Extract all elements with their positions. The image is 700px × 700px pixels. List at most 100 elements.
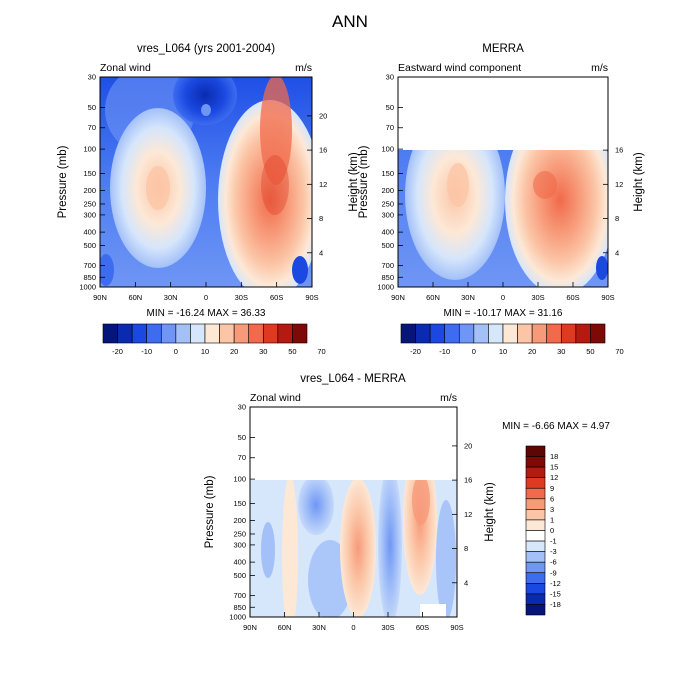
colorbar-label: -12 [550,579,561,588]
colorbar-swatch [525,530,546,542]
colorbar: -20 -10 0 10 20 30 50 70 [102,323,326,356]
y-tick-label: 50 [386,103,394,112]
colorbar-swatch [444,323,460,344]
x-tick-label: 90N [243,623,257,632]
field-blob [292,256,308,284]
y-tick-label: 700 [233,591,246,600]
colorbar-swatch [525,551,546,563]
y-tick-label: 70 [88,123,96,132]
y-tick-label: 70 [386,123,394,132]
colorbar-swatch [400,323,416,344]
y-tick-label: 150 [233,499,246,508]
x-tick-label: 0 [501,293,505,302]
colorbar-swatch [190,323,206,344]
colorbar-label: 30 [557,347,565,356]
colorbar-label: 6 [550,494,554,503]
colorbar-swatch [525,561,546,574]
y-right-tick-label: 12 [319,180,327,189]
y-axis-right-label: Height (km) [484,482,496,542]
y-right-tick-label: 16 [319,146,327,155]
colorbar-label: -6 [550,558,557,567]
x-tick-label: 60S [270,293,283,302]
colorbar-swatch [292,323,308,344]
colorbar-swatch [262,323,279,344]
colorbar-swatch [575,323,591,344]
y-tick-label: 200 [381,186,394,195]
colorbar-swatch [458,323,475,344]
x-tick-label: 90N [391,293,405,302]
colorbar-label: -10 [141,347,152,356]
y-tick-label: 100 [381,145,394,154]
y-tick-label: 400 [233,558,246,567]
x-tick-label: 30S [531,293,544,302]
colorbar-swatch [473,323,489,344]
colorbar-label: -3 [550,547,557,556]
y-tick-label: 100 [233,475,246,484]
colorbar-label: -18 [550,600,561,609]
x-tick-label: 90S [450,623,463,632]
y-tick-label: 30 [386,73,394,82]
axes: 3050701001502002503004005007008501000481… [79,73,327,303]
colorbar-swatch [102,323,118,344]
colorbar-label: 10 [201,347,209,356]
x-tick-label: 30N [312,623,326,632]
panel-units: m/s [295,62,312,74]
colorbar-swatch [525,466,546,478]
x-tick-label: 30N [461,293,475,302]
colorbar-swatch [146,323,162,344]
colorbar-swatch [415,323,431,344]
panel-left-label: Zonal wind [100,62,151,74]
y-tick-label: 150 [381,169,394,178]
y-axis-label: Pressure (mb) [204,475,216,548]
colorbar-swatch [175,323,191,344]
colorbar-label: -20 [410,347,421,356]
x-tick-label: 60S [566,293,579,302]
panel-obs: MERRA Eastward wind component m/s 30 50 70… [358,43,645,356]
panel-diff: vres_L064 - MERRA Zonal wind m/s 3050701… [204,373,610,632]
y-tick-label: 200 [83,186,96,195]
field-blob [596,256,608,280]
colorbar-swatch [517,323,533,344]
colorbar-swatch [525,487,546,500]
x-tick-label: 30S [235,293,248,302]
y-axis-right-label: Height (km) [633,152,645,212]
colorbar-swatch [525,593,546,605]
field-jet-south-upper [260,77,292,185]
colorbar-label: -10 [439,347,450,356]
colorbar-swatch [560,323,577,344]
colorbar-swatch [525,572,546,584]
y-right-tick-label: 16 [615,146,623,155]
y-tick-label: 50 [238,433,246,442]
y-tick-label: 700 [381,261,394,270]
min-max-readout: MIN = -10.17 MAX = 31.16 [444,308,563,319]
y-tick-label: 850 [381,273,394,282]
colorbar-swatch [525,456,546,468]
y-tick-label: 1000 [377,283,394,292]
colorbar-swatch [117,323,133,344]
y-tick-label: 400 [381,228,394,237]
y-right-tick-label: 8 [615,214,619,223]
colorbar-label: 10 [499,347,507,356]
colorbar-label: 12 [550,473,558,482]
y-right-tick-label: 12 [464,510,472,519]
field-blob [412,480,430,525]
colorbar-label: 50 [586,347,594,356]
colorbar-label: -15 [550,589,561,598]
y-right-tick-label: 8 [464,544,468,553]
colorbar-swatch [204,323,220,344]
y-right-tick-label: 16 [464,476,472,485]
colorbar-swatch [590,323,606,344]
y-tick-label: 850 [83,273,96,282]
y-right-tick-label: 12 [615,180,623,189]
colorbar-label: 20 [230,347,238,356]
colorbar-swatch [525,604,546,616]
y-tick-label: 400 [83,228,96,237]
field-blob [298,480,334,535]
x-tick-label: 0 [351,623,355,632]
contour-field [250,480,457,617]
figure-title: ANN [332,12,368,31]
colorbar-label: -1 [550,537,557,546]
y-tick-label: 300 [233,540,246,549]
